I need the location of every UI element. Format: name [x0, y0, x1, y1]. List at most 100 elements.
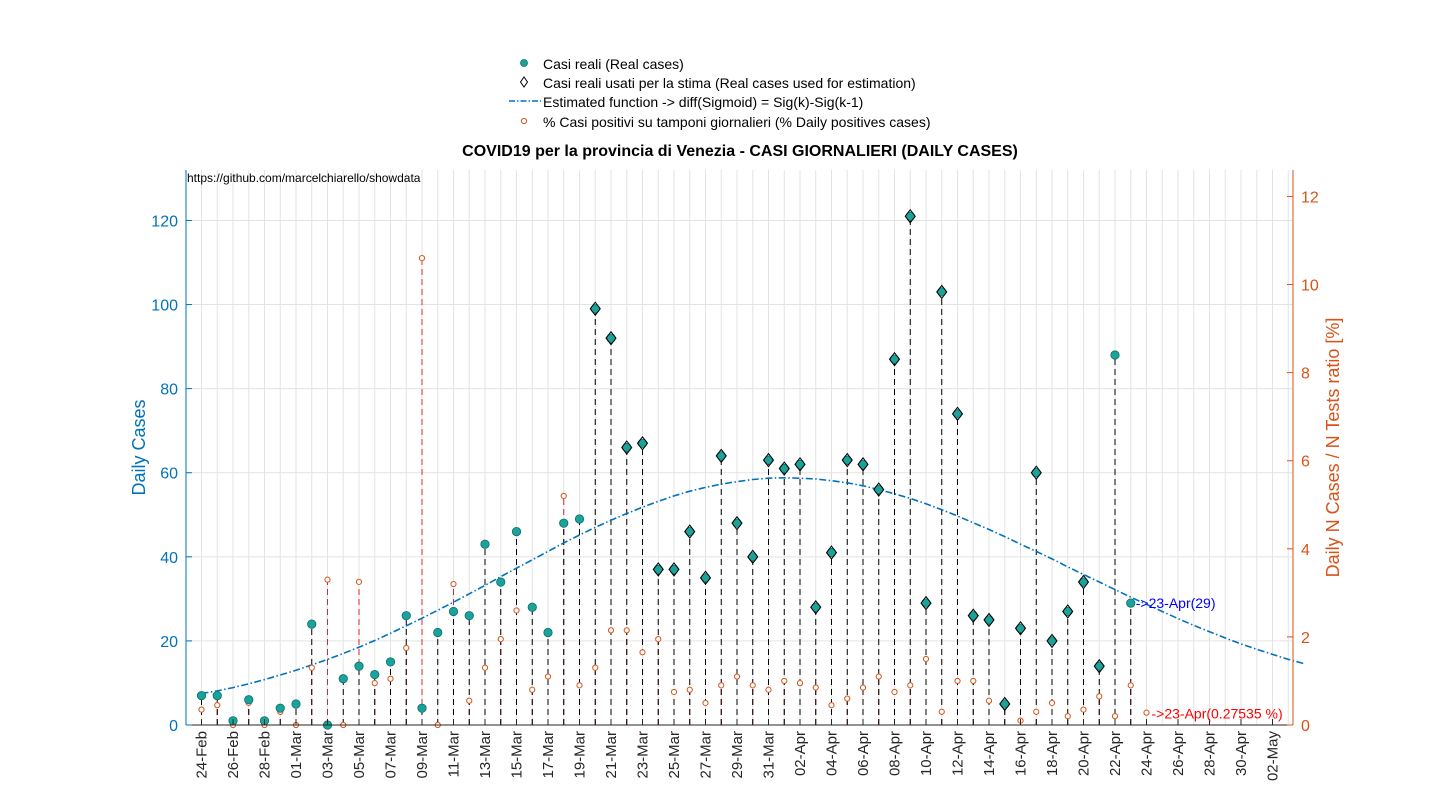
real-case-point: [1110, 350, 1120, 360]
x-tick-label: 25-Mar: [666, 731, 683, 779]
estimation-diamond-point: [778, 461, 790, 476]
percent-point: [607, 627, 615, 634]
real-case-point: [244, 695, 254, 705]
annotation-last-percent: ->23-Apr(0.27535 %): [1152, 706, 1283, 722]
percent-point: [1096, 693, 1103, 700]
real-case-point: [385, 657, 396, 667]
stem-lines: [201, 216, 1147, 725]
x-tick-label: 10-Apr: [918, 731, 935, 776]
estimation-diamond-point: [605, 330, 617, 346]
real-case-point: [637, 438, 648, 448]
percent-point: [702, 699, 709, 707]
real-case-point: [874, 484, 884, 495]
real-case-point: [1015, 623, 1026, 633]
percent-point: [812, 684, 819, 691]
real-case-point: [669, 564, 679, 575]
x-tick-label: 14-Apr: [981, 731, 998, 776]
real-case-point: [984, 615, 994, 625]
percent-point: [655, 636, 662, 643]
y-tick-label-left: 20: [160, 634, 178, 651]
percent-point: [529, 686, 536, 693]
real-case-point: [842, 455, 852, 465]
estimation-diamond-point: [936, 284, 948, 300]
percent-point: [828, 702, 835, 709]
estimation-diamond-point: [825, 545, 838, 560]
x-tick-label: 24-Feb: [194, 731, 211, 779]
y-tick-label-right: 12: [1301, 189, 1319, 206]
real-case-point: [1031, 468, 1041, 478]
percent-point: [371, 680, 378, 687]
real-case-point: [433, 627, 443, 638]
estimation-diamond-point: [762, 452, 775, 468]
estimation-diamond-point: [1077, 574, 1090, 590]
y-tick-label-left: 80: [160, 382, 178, 399]
annotations: ->23-Apr(29) ->23-Apr(0.27535 %): [1136, 595, 1283, 722]
estimation-diamond-point: [873, 482, 885, 497]
x-tick-label: 27-Mar: [698, 731, 715, 779]
estimation-diamond-point: [652, 562, 664, 577]
x-tick-label: 11-Mar: [446, 731, 463, 777]
percent-point: [308, 664, 315, 671]
real-case-point: [559, 518, 569, 528]
real-case-point: [921, 598, 931, 608]
percent-point: [891, 688, 898, 696]
percent-point: [576, 682, 583, 689]
legend-diamond-icon: [519, 76, 529, 88]
real-case-point: [480, 539, 490, 549]
real-case-point: [905, 211, 915, 221]
estimation-diamond-point: [857, 456, 869, 472]
real-case-point: [858, 459, 868, 469]
axes: 0 20 40 60 80 100 120 0 2 4 6 8 10 12 24-Feb 26-Feb 28-F…: [129, 170, 1343, 781]
legend-circle-icon: [520, 117, 528, 125]
percent-point: [718, 682, 725, 689]
x-tick-label: 29-Mar: [729, 731, 746, 779]
percent-point: [592, 664, 599, 671]
percent-point: [544, 673, 552, 680]
estimation-diamond-point: [1046, 633, 1058, 649]
percent-point: [418, 254, 426, 262]
real-case-point: [574, 514, 585, 524]
percent-point: [198, 706, 205, 713]
percent-point: [907, 682, 914, 689]
x-tick-label: 08-Apr: [887, 731, 904, 776]
real-case-point: [338, 674, 348, 684]
estimation-diamond-point: [1030, 465, 1042, 481]
estimation-diamond-point: [636, 435, 649, 451]
legend-dashdot-line-icon: [509, 100, 541, 102]
percent-point: [781, 677, 788, 685]
estimation-diamond-point: [794, 456, 806, 472]
percent-point: [1033, 708, 1040, 715]
percent-point: [1048, 699, 1056, 707]
x-tick-label: 20-Apr: [1076, 731, 1093, 776]
y-tick-label-right: 10: [1301, 278, 1319, 295]
x-tick-label: 12-Apr: [950, 731, 967, 776]
real-case-point: [543, 627, 553, 638]
percent-point: [513, 607, 520, 614]
real-case-point: [527, 602, 537, 612]
legend-dot-icon: [520, 59, 528, 67]
y-tick-label-right: 4: [1301, 542, 1310, 559]
real-case-point: [653, 564, 663, 575]
estimation-diamond-point: [999, 696, 1011, 712]
y-tick-label-right: 2: [1301, 630, 1310, 647]
estimation-diamond-point: [1093, 658, 1105, 674]
x-tick-label: 01-Mar: [288, 731, 305, 779]
percent-point: [875, 673, 882, 680]
real-case-point: [212, 690, 222, 701]
y-tick-label-left: 120: [151, 213, 178, 230]
estimation-diamond-point: [888, 351, 901, 367]
real-case-point: [401, 611, 411, 621]
x-tick-label: 24-Apr: [1139, 731, 1156, 776]
percent-point: [765, 686, 772, 693]
x-tick-label: 06-Apr: [855, 731, 872, 776]
percent-point: [387, 675, 394, 682]
x-tick-label: 15-Mar: [509, 731, 526, 779]
percent-point: [560, 492, 567, 500]
real-case-point: [937, 287, 947, 297]
x-tick-label: 22-Apr: [1107, 731, 1124, 776]
real-case-point: [763, 455, 774, 465]
y-axis-label-right: Daily N Cases / N Tests ratio [%]: [1323, 318, 1343, 578]
legend-label: Estimated function -> diff(Sigmoid) = Si…: [543, 94, 864, 110]
real-case-point: [748, 552, 758, 562]
